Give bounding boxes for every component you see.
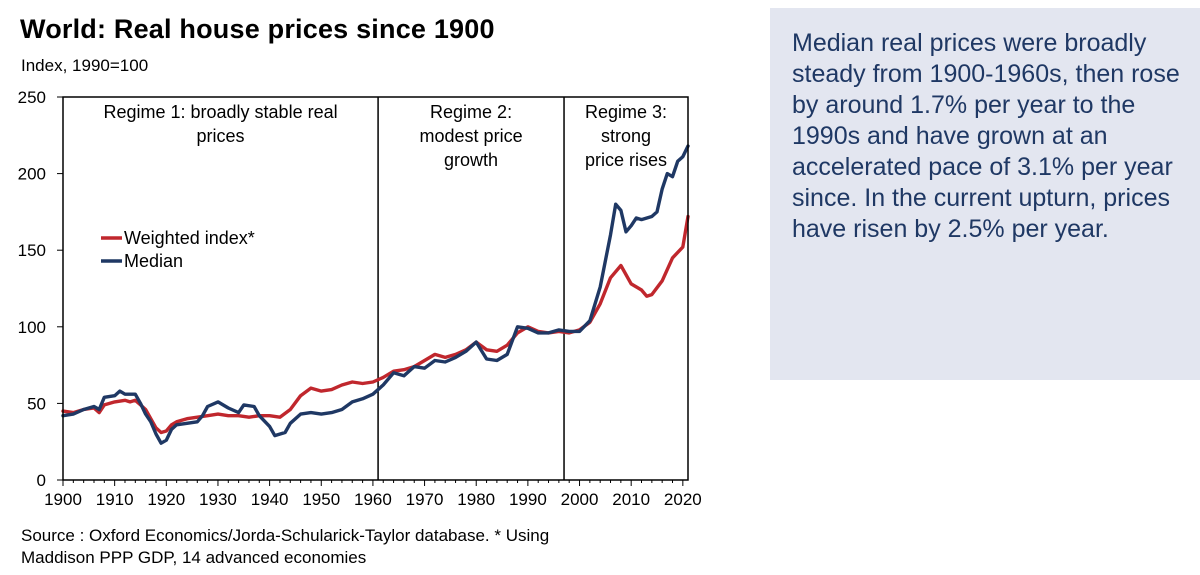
regime-2-label-line-1: Regime 2: bbox=[430, 102, 512, 122]
x-tick-label: 1920 bbox=[147, 490, 185, 509]
x-tick-label: 2020 bbox=[664, 490, 702, 509]
axis-layer: 0 50 100 150 200 250 1900 1910 1920 1930 1940 1950 1… bbox=[18, 88, 702, 509]
legend-label-median: Median bbox=[124, 251, 183, 271]
legend: Weighted index* Median bbox=[101, 228, 255, 271]
x-tick-label: 1980 bbox=[457, 490, 495, 509]
y-tick-label: 100 bbox=[18, 318, 46, 337]
y-tick-label: 150 bbox=[18, 241, 46, 260]
source-line-2: Maddison PPP GDP, 14 advanced economies bbox=[21, 548, 367, 567]
regime-3-label-line-3: price rises bbox=[585, 150, 667, 170]
plot-area-frame bbox=[62, 96, 689, 481]
legend-label-weighted-index: Weighted index* bbox=[124, 228, 255, 248]
commentary-box: Median real prices were broadly steady f… bbox=[770, 8, 1200, 380]
x-tick-label: 1930 bbox=[199, 490, 237, 509]
regime-2-label-line-2: modest price bbox=[420, 126, 523, 146]
commentary-text: Median real prices were broadly steady f… bbox=[792, 29, 1180, 243]
regime-divider-layer bbox=[377, 97, 565, 480]
regime-2-label-line-3: growth bbox=[444, 150, 498, 170]
series-layer bbox=[61, 144, 690, 445]
source-line-1: Source : Oxford Economics/Jorda-Schulari… bbox=[21, 526, 550, 545]
x-tick-label: 1900 bbox=[44, 490, 82, 509]
chart-subtitle: Index, 1990=100 bbox=[21, 56, 149, 75]
x-tick-label: 1940 bbox=[251, 490, 289, 509]
regime-1-label-line-2: prices bbox=[197, 126, 245, 146]
regime-label-layer: Regime 1: broadly stable real prices Regim… bbox=[103, 102, 667, 170]
y-tick-label: 50 bbox=[27, 394, 46, 413]
x-tick-label: 1950 bbox=[302, 490, 340, 509]
source-note: Source : Oxford Economics/Jorda-Schulari… bbox=[21, 525, 661, 569]
chart-title: World: Real house prices since 1900 bbox=[20, 14, 495, 44]
x-tick-label: 1910 bbox=[96, 490, 134, 509]
x-tick-label: 1960 bbox=[354, 490, 392, 509]
y-tick-label: 200 bbox=[18, 165, 46, 184]
regime-3-label-line-2: strong bbox=[601, 126, 651, 146]
regime-1-label-line-1: Regime 1: broadly stable real bbox=[103, 102, 337, 122]
x-tick-label: 1990 bbox=[509, 490, 547, 509]
series-line-weighted-index bbox=[61, 214, 690, 435]
house-price-chart: 0 50 100 150 200 250 1900 1910 1920 1930 1940 1950 1… bbox=[18, 88, 702, 509]
x-tick-label: 2000 bbox=[561, 490, 599, 509]
regime-3-label-line-1: Regime 3: bbox=[585, 102, 667, 122]
x-tick-label: 1970 bbox=[406, 490, 444, 509]
y-tick-label: 250 bbox=[18, 88, 46, 107]
x-tick-label: 2010 bbox=[612, 490, 650, 509]
series-line-median bbox=[61, 144, 690, 445]
y-tick-label: 0 bbox=[37, 471, 46, 490]
